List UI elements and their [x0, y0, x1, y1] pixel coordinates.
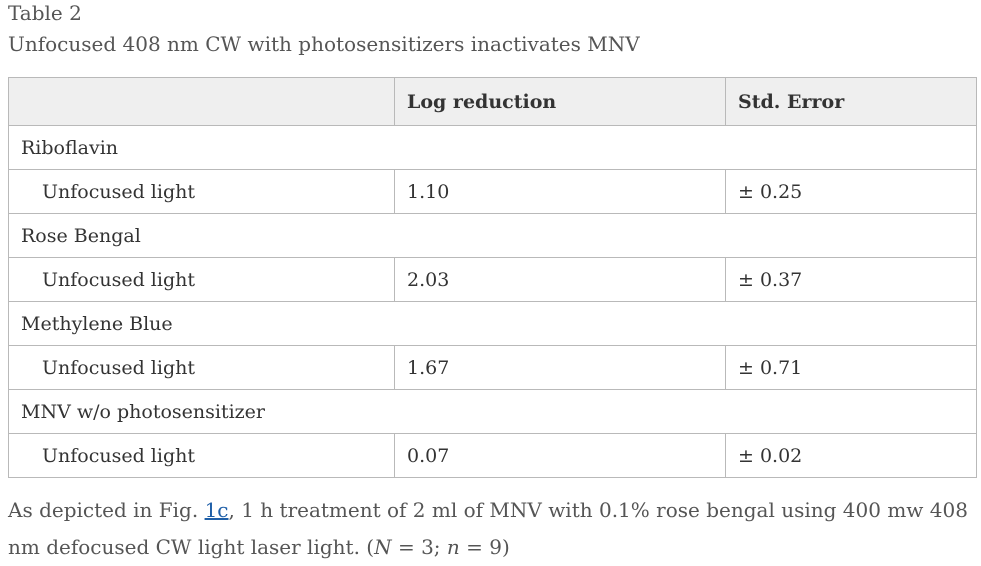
- log-reduction-value: 0.07: [394, 433, 726, 478]
- n-total-symbol: N: [374, 535, 392, 559]
- row-label: Unfocused light: [8, 169, 395, 214]
- n-total-value: = 3;: [391, 535, 447, 559]
- header-empty: [8, 77, 395, 126]
- group-rose-bengal: Rose Bengal: [8, 213, 977, 258]
- group-riboflavin: Riboflavin: [8, 125, 977, 170]
- footnote-text-middle: , 1 h treatment of 2 ml of MNV with 0.1%…: [8, 498, 968, 559]
- table-label: Table 2: [8, 1, 82, 25]
- group-row: MNV w/o photosensitizer: [8, 389, 977, 434]
- table-row: Unfocused light 1.10 ± 0.25: [8, 169, 977, 214]
- std-error-value: ± 0.71: [725, 345, 977, 390]
- table-row: Unfocused light 2.03 ± 0.37: [8, 257, 977, 302]
- figure-link[interactable]: 1c: [204, 498, 229, 522]
- n-sample-value: = 9): [459, 535, 510, 559]
- group-row: Rose Bengal: [8, 213, 977, 258]
- row-label: Unfocused light: [8, 257, 395, 302]
- header-log-reduction: Log reduction: [394, 77, 726, 126]
- group-methylene-blue: Methylene Blue: [8, 301, 977, 346]
- std-error-value: ± 0.37: [725, 257, 977, 302]
- row-label: Unfocused light: [8, 433, 395, 478]
- group-row: Riboflavin: [8, 125, 977, 170]
- table-footnote: As depicted in Fig. 1c, 1 h treatment of…: [8, 492, 976, 566]
- row-label: Unfocused light: [8, 345, 395, 390]
- n-sample-symbol: n: [446, 535, 460, 559]
- table-row: Unfocused light 0.07 ± 0.02: [8, 433, 977, 478]
- results-table: Log reduction Std. Error Riboflavin Unfo…: [8, 77, 977, 478]
- table-row: Unfocused light 1.67 ± 0.71: [8, 345, 977, 390]
- log-reduction-value: 1.10: [394, 169, 726, 214]
- header-std-error: Std. Error: [725, 77, 977, 126]
- table-title: Unfocused 408 nm CW with photosensitizer…: [8, 32, 640, 56]
- group-row: Methylene Blue: [8, 301, 977, 346]
- log-reduction-value: 2.03: [394, 257, 726, 302]
- log-reduction-value: 1.67: [394, 345, 726, 390]
- footnote-text-start: As depicted in Fig.: [8, 498, 205, 522]
- std-error-value: ± 0.02: [725, 433, 977, 478]
- std-error-value: ± 0.25: [725, 169, 977, 214]
- table-header-row: Log reduction Std. Error: [8, 77, 977, 126]
- group-mnv-no-photosensitizer: MNV w/o photosensitizer: [8, 389, 977, 434]
